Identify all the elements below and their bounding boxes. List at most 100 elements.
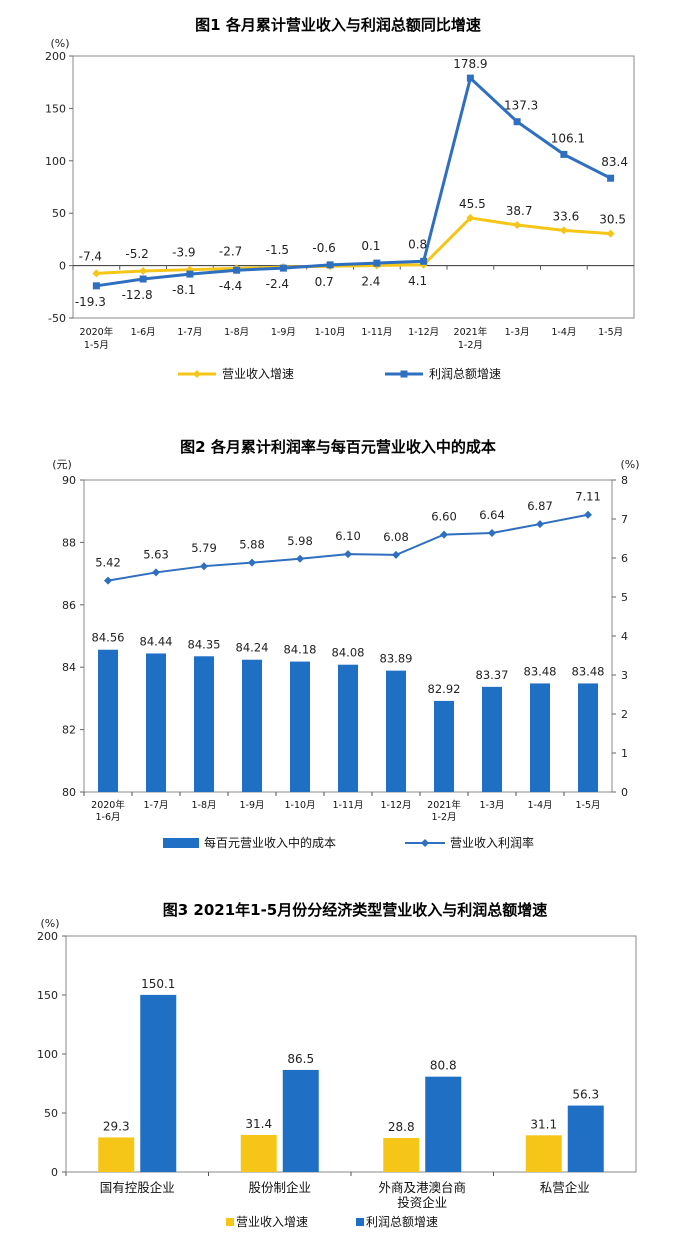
y-axis-unit: (%) bbox=[50, 37, 69, 50]
x-tick-label: 1-10月 bbox=[315, 327, 346, 338]
data-point bbox=[92, 269, 101, 278]
bar-data-label: 84.18 bbox=[284, 643, 317, 657]
y-left-tick-label: 84 bbox=[62, 661, 76, 674]
x-tick-label: 私营企业 bbox=[540, 1180, 590, 1195]
y-tick-label: 200 bbox=[45, 50, 66, 63]
line-data-label: 7.11 bbox=[575, 490, 601, 504]
x-tick-label: 1-11月 bbox=[332, 800, 363, 811]
data-label: 30.5 bbox=[599, 213, 626, 227]
x-tick-label: 1-5月 bbox=[575, 800, 600, 811]
data-label: 4.1 bbox=[408, 274, 427, 288]
data-label: 83.4 bbox=[601, 155, 628, 169]
x-tick-label: 1-3月 bbox=[505, 327, 530, 338]
bar-data-label: 86.5 bbox=[287, 1052, 314, 1066]
x-tick-label: 1-8月 bbox=[191, 800, 216, 811]
y-left-tick-label: 90 bbox=[62, 474, 76, 487]
bar-data-label: 31.4 bbox=[245, 1117, 272, 1131]
y-right-tick-label: 4 bbox=[621, 630, 628, 643]
data-point bbox=[92, 282, 100, 290]
y-right-tick-label: 2 bbox=[621, 708, 628, 721]
data-point bbox=[607, 174, 615, 182]
data-point bbox=[466, 213, 475, 222]
data-label: -5.2 bbox=[125, 247, 148, 261]
bar bbox=[530, 683, 550, 792]
legend-marker bbox=[193, 370, 201, 378]
x-tick-label: 1-4月 bbox=[551, 327, 576, 338]
data-point bbox=[326, 261, 334, 269]
bar bbox=[578, 683, 598, 792]
x-tick-label: 1-6月 bbox=[95, 812, 120, 823]
y-tick-label: -50 bbox=[48, 312, 66, 325]
bar bbox=[383, 1138, 420, 1172]
data-label: 0.1 bbox=[361, 239, 380, 253]
bar bbox=[567, 1105, 604, 1172]
data-label: -7.4 bbox=[79, 249, 102, 263]
data-point bbox=[513, 221, 522, 230]
chart-1-svg: 图1 各月累计营业收入与利润总额同比增速 (%) -50 0 50 100 150 200 20… bbox=[45, 16, 635, 381]
line-data-label: 6.08 bbox=[383, 530, 409, 544]
chart-2-svg: 图2 各月累计利润率与每百元营业收入中的成本(元) (%)808284868890… bbox=[52, 438, 639, 850]
data-point bbox=[186, 270, 194, 278]
data-label: -12.8 bbox=[122, 288, 153, 302]
y-right-tick-label: 5 bbox=[621, 591, 628, 604]
bar-data-label: 84.35 bbox=[188, 637, 221, 651]
bar bbox=[525, 1135, 562, 1172]
y-left-tick-label: 88 bbox=[62, 536, 76, 549]
data-point bbox=[139, 267, 148, 276]
legend-label: 利润总额增速 bbox=[366, 1215, 438, 1229]
x-tick-label: 外商及港澳台商 bbox=[378, 1180, 466, 1195]
x-tick-label: 1-6月 bbox=[131, 327, 156, 338]
x-tick-label: 1-10月 bbox=[284, 800, 315, 811]
x-tick-label: 1-7月 bbox=[143, 800, 168, 811]
x-tick-label: 1-12月 bbox=[408, 327, 439, 338]
y-right-tick-label: 1 bbox=[621, 747, 628, 760]
bar bbox=[146, 653, 166, 792]
y-right-unit: (%) bbox=[620, 458, 639, 471]
x-tick-label: 1-5月 bbox=[598, 327, 623, 338]
x-tick-label: 1-9月 bbox=[271, 327, 296, 338]
bar-data-label: 83.48 bbox=[572, 664, 605, 678]
data-point bbox=[344, 550, 352, 559]
bar bbox=[240, 1134, 277, 1172]
data-label: -4.4 bbox=[219, 279, 242, 293]
data-point bbox=[420, 257, 428, 265]
data-point bbox=[559, 226, 568, 235]
bar-data-label: 28.8 bbox=[388, 1120, 415, 1134]
data-point bbox=[279, 264, 287, 272]
data-label: 0.7 bbox=[315, 275, 334, 289]
y-right-tick-label: 3 bbox=[621, 669, 628, 682]
y-tick-label: 150 bbox=[45, 102, 66, 115]
bar bbox=[434, 700, 454, 792]
x-tick-label: 1-8月 bbox=[224, 327, 249, 338]
bar bbox=[386, 670, 406, 792]
data-label: 178.9 bbox=[453, 57, 487, 71]
y-tick-label: 0 bbox=[59, 260, 66, 273]
bar-data-label: 82.92 bbox=[428, 682, 461, 696]
bar-data-label: 83.89 bbox=[380, 652, 413, 666]
bar bbox=[242, 659, 262, 792]
bar bbox=[338, 664, 358, 792]
legend-label: 每百元营业收入中的成本 bbox=[204, 835, 336, 850]
y-right-tick-label: 7 bbox=[621, 513, 628, 526]
chart-figure-2: 图2 各月累计利润率与每百元营业收入中的成本 (元) (%) 80 82 84 86 88 90… bbox=[0, 430, 677, 860]
bar-data-label: 150.1 bbox=[141, 977, 175, 991]
bar-data-label: 84.56 bbox=[92, 631, 125, 645]
bar bbox=[98, 649, 118, 792]
legend-label: 营业收入增速 bbox=[236, 1215, 308, 1229]
line-data-label: 6.87 bbox=[527, 499, 553, 513]
line-data-label: 6.60 bbox=[431, 510, 457, 524]
y-left-tick-label: 82 bbox=[62, 724, 76, 737]
bar bbox=[194, 656, 214, 792]
bar-data-label: 80.8 bbox=[430, 1059, 457, 1073]
data-label: -0.6 bbox=[312, 241, 335, 255]
legend-marker bbox=[400, 370, 408, 378]
data-point bbox=[152, 568, 160, 577]
data-point bbox=[466, 74, 474, 82]
data-point bbox=[233, 266, 241, 274]
legend-label: 利润总额增速 bbox=[429, 367, 501, 381]
bar-data-label: 84.44 bbox=[140, 634, 173, 648]
line-data-label: 5.98 bbox=[287, 534, 313, 548]
data-label: 2.4 bbox=[361, 274, 380, 288]
y-axis-unit: (%) bbox=[40, 917, 59, 930]
x-tick-label: 1-3月 bbox=[479, 800, 504, 811]
